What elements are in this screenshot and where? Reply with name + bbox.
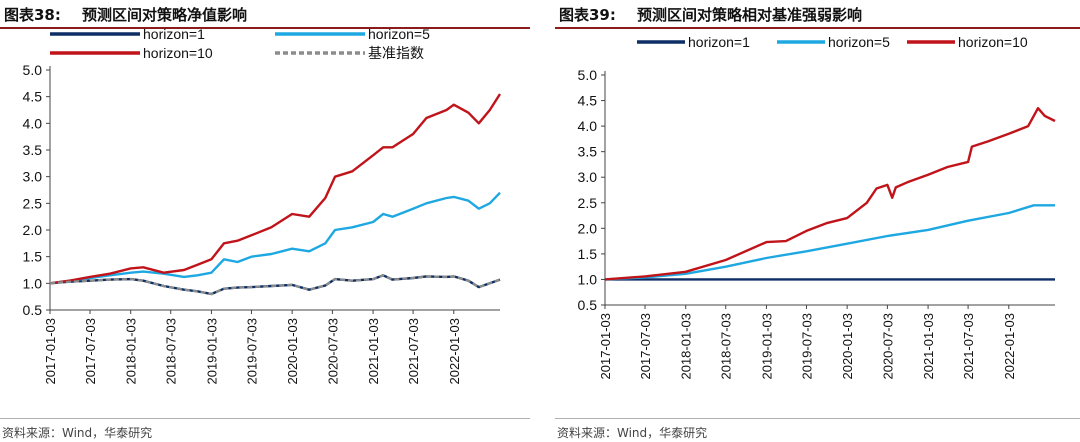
y-tick-label: 5.0	[578, 67, 598, 83]
series-line-2	[604, 204, 1055, 281]
x-tick-label: 2019-01-03	[759, 313, 774, 380]
x-tick-label: 2018-07-03	[164, 318, 179, 385]
x-tick-label: 2020-07-03	[880, 313, 895, 380]
x-tick-label: 2019-01-03	[204, 318, 219, 385]
x-tick-label: 2019-07-03	[244, 318, 259, 385]
x-tick-label: 2021-01-03	[921, 313, 936, 380]
line-chart-net-value: 0.5 1.0 1.5 2.0 2.5 3.0 3.5 4.0 4.5 5.0 2017-01-03…	[23, 26, 502, 385]
x-tick-label: 2021-07-03	[406, 318, 421, 385]
y-tick-label: 2.5	[578, 195, 598, 211]
x-tick-label: 2022-01-03	[1002, 313, 1017, 380]
y-tick-label: 1.5	[578, 246, 598, 262]
figure-title-38: 图表38: 预测区间对策略净值影响	[4, 4, 247, 25]
x-tick-label: 2018-07-03	[719, 313, 734, 380]
x-tick-label: 2017-07-03	[638, 313, 653, 380]
legend-label: horizon=5	[368, 26, 430, 42]
x-tick-label: 2022-01-03	[447, 318, 462, 385]
legend-label: horizon=10	[143, 45, 213, 61]
series-line-2	[49, 191, 501, 285]
x-tick-label: 2018-01-03	[679, 313, 694, 380]
source-divider	[0, 418, 530, 419]
y-tick-label: 4.5	[23, 89, 43, 105]
y-tick-label: 4.5	[578, 93, 598, 109]
title-divider	[0, 27, 530, 29]
figure-title-text: 预测区间对策略相对基准强弱影响	[637, 6, 863, 24]
y-tick-label: 3.5	[23, 142, 43, 158]
title-divider	[555, 27, 1080, 29]
source-note: 资料来源：Wind，华泰研究	[557, 426, 708, 440]
figure-number: 图表38:	[4, 6, 61, 24]
legend-label: horizon=10	[958, 34, 1028, 50]
series-line-3	[49, 93, 502, 285]
legend-label: horizon=5	[828, 34, 890, 50]
x-tick-label: 2021-01-03	[366, 318, 381, 385]
y-tick-label: 2.0	[23, 222, 43, 238]
legend-label: horizon=1	[143, 26, 205, 42]
y-tick-label: 3.0	[578, 169, 598, 185]
y-tick-label: 2.5	[23, 195, 43, 211]
x-tick-label: 2017-01-03	[598, 313, 613, 380]
x-tick-label: 2021-07-03	[961, 313, 976, 380]
series-line-3	[604, 106, 1056, 281]
x-tick-label: 2017-07-03	[83, 318, 98, 385]
series-line-1	[49, 274, 501, 296]
y-tick-label: 1.0	[578, 271, 598, 287]
chart-panel-left: 图表38: 预测区间对策略净值影响 0.5 1.0 1.5 2.0 2.5 3.0 3.5 4.…	[0, 0, 530, 442]
y-tick-label: 3.5	[578, 144, 598, 160]
y-tick-label: 5.0	[23, 62, 43, 78]
source-note: 资料来源：Wind，华泰研究	[2, 426, 153, 440]
y-tick-label: 0.5	[23, 302, 43, 318]
series-line-4	[49, 274, 501, 296]
y-tick-label: 0.5	[578, 297, 598, 313]
legend-label: 基准指数	[368, 45, 424, 61]
figure-title-39: 图表39: 预测区间对策略相对基准强弱影响	[559, 4, 862, 25]
legend-label: horizon=1	[688, 34, 750, 50]
figure-title-text: 预测区间对策略净值影响	[82, 6, 248, 24]
y-tick-label: 3.0	[23, 169, 43, 185]
y-tick-label: 2.0	[578, 220, 598, 236]
source-divider	[555, 418, 1080, 419]
chart-panel-right: 图表39: 预测区间对策略相对基准强弱影响 0.5 1.0 1.5 2.0 2.5 3.0 3…	[555, 0, 1080, 442]
figure-number: 图表39:	[559, 6, 616, 24]
y-tick-label: 4.0	[578, 118, 598, 134]
y-tick-label: 1.0	[23, 275, 43, 291]
x-tick-label: 2020-01-03	[840, 313, 855, 380]
line-chart-relative-strength: 0.5 1.0 1.5 2.0 2.5 3.0 3.5 4.0 4.5 5.0 2017-01-03…	[578, 34, 1056, 380]
x-tick-label: 2019-07-03	[799, 313, 814, 380]
x-tick-label: 2018-01-03	[124, 318, 139, 385]
y-tick-label: 4.0	[23, 115, 43, 131]
x-tick-label: 2020-07-03	[325, 318, 340, 385]
x-tick-label: 2020-01-03	[285, 318, 300, 385]
x-tick-label: 2017-01-03	[43, 318, 58, 385]
y-tick-label: 1.5	[23, 249, 43, 265]
